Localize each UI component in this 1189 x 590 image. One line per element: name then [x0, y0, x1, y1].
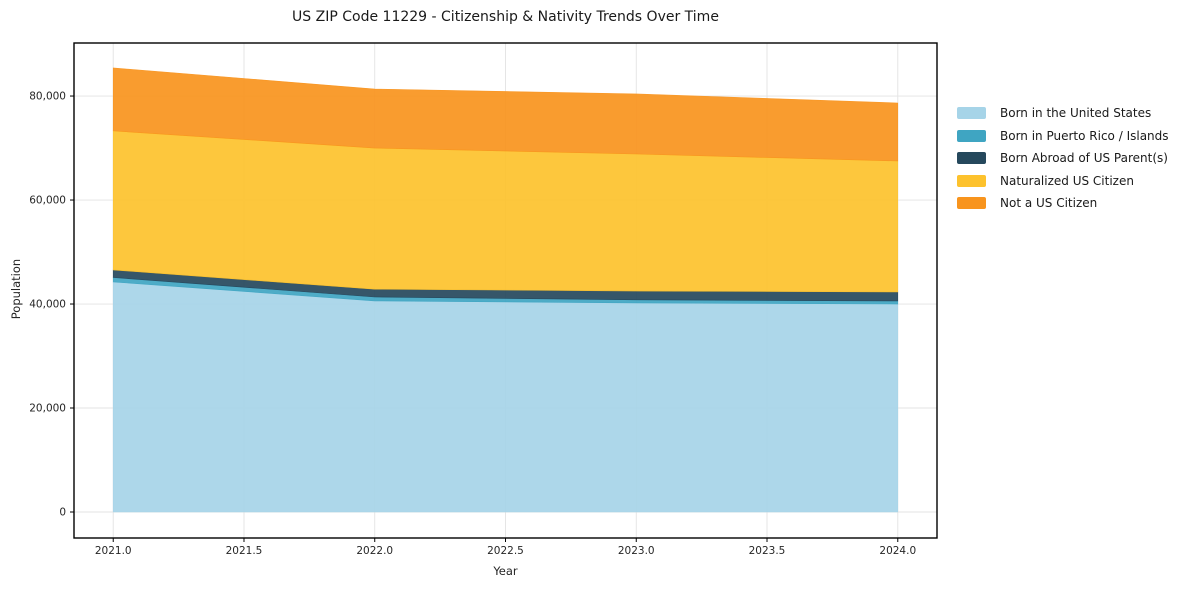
legend-swatch [957, 107, 986, 120]
area-series-4 [112, 67, 899, 162]
stacked-areas [112, 67, 899, 513]
y-tick-label: 40,000 [29, 299, 66, 311]
legend-item-3: Naturalized US Citizen [957, 170, 1169, 193]
x-tick-label: 2023.5 [749, 545, 786, 557]
x-tick-label: 2021.0 [95, 545, 132, 557]
legend-item-4: Not a US Citizen [957, 192, 1169, 215]
chart-title: US ZIP Code 11229 - Citizenship & Nativi… [292, 9, 719, 25]
tick-labels: 2021.0 2021.5 2022.0 2022.5 2023.0 2023.5 2024… [29, 91, 916, 557]
legend-label: Born Abroad of US Parent(s) [1000, 151, 1168, 166]
y-axis-label: Population [9, 258, 23, 320]
legend-item-1: Born in Puerto Rico / Islands [957, 125, 1169, 148]
x-tick-label: 2022.5 [487, 545, 524, 557]
y-tick-label: 0 [59, 507, 66, 519]
legend-label: Naturalized US Citizen [1000, 173, 1134, 188]
legend-item-2: Born Abroad of US Parent(s) [957, 147, 1169, 170]
tick-marks [70, 95, 899, 542]
y-tick-label: 80,000 [29, 91, 66, 103]
legend: Born in the United States Born in Puerto … [957, 102, 1169, 215]
area-series-0 [112, 281, 899, 513]
legend-label: Born in Puerto Rico / Islands [1000, 128, 1169, 143]
x-tick-label: 2022.0 [356, 545, 393, 557]
legend-swatch [957, 197, 986, 210]
y-tick-label: 20,000 [29, 403, 66, 415]
x-tick-label: 2023.0 [618, 545, 655, 557]
x-tick-label: 2024.0 [879, 545, 916, 557]
legend-label: Born in the United States [1000, 106, 1152, 121]
y-tick-label: 60,000 [29, 195, 66, 207]
legend-swatch [957, 174, 986, 187]
legend-swatch [957, 152, 986, 165]
x-axis-label: Year [493, 564, 518, 578]
x-tick-label: 2021.5 [226, 545, 263, 557]
legend-label: Not a US Citizen [1000, 196, 1098, 211]
legend-item-0: Born in the United States [957, 102, 1169, 125]
legend-swatch [957, 129, 986, 142]
